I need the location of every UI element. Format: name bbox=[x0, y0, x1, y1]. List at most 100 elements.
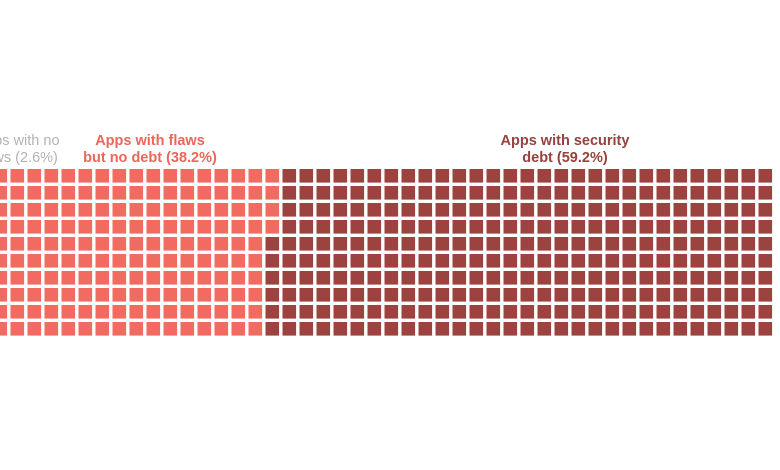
waffle-cell-series-2 bbox=[554, 271, 569, 285]
waffle-cell-series-2 bbox=[520, 169, 535, 183]
waffle-cell-series-2 bbox=[673, 322, 688, 336]
waffle-cell-series-2 bbox=[418, 271, 433, 285]
waffle-cell-series-2 bbox=[418, 203, 433, 217]
waffle-cell-series-2 bbox=[367, 203, 382, 217]
waffle-cell-series-1 bbox=[112, 186, 127, 200]
waffle-cell-series-2 bbox=[758, 186, 773, 200]
waffle-cell-series-2 bbox=[282, 169, 297, 183]
waffle-cell-series-2 bbox=[656, 237, 671, 251]
waffle-cell-series-2 bbox=[758, 237, 773, 251]
waffle-cell-series-2 bbox=[571, 169, 586, 183]
waffle-cell-series-2 bbox=[299, 288, 314, 302]
label-apps-no-flaws-line2: flaws (2.6%) bbox=[0, 150, 58, 166]
waffle-cell-series-2 bbox=[350, 288, 365, 302]
waffle-cell-series-2 bbox=[265, 305, 280, 319]
waffle-cell-series-1 bbox=[163, 288, 178, 302]
waffle-cell-series-2 bbox=[316, 305, 331, 319]
waffle-cell-series-2 bbox=[588, 305, 603, 319]
waffle-cell-series-2 bbox=[707, 254, 722, 268]
waffle-cell-series-1 bbox=[265, 169, 280, 183]
waffle-cell-series-2 bbox=[452, 220, 467, 234]
waffle-cell-series-2 bbox=[554, 254, 569, 268]
waffle-cell-series-1 bbox=[146, 220, 161, 234]
waffle-cell-series-2 bbox=[316, 220, 331, 234]
waffle-cell-series-1 bbox=[197, 254, 212, 268]
waffle-cell-series-2 bbox=[588, 288, 603, 302]
waffle-cell-series-2 bbox=[724, 305, 739, 319]
waffle-cell-series-1 bbox=[112, 220, 127, 234]
waffle-cell-series-1 bbox=[248, 186, 263, 200]
waffle-cell-series-2 bbox=[724, 203, 739, 217]
waffle-cell-series-1 bbox=[112, 203, 127, 217]
waffle-cell-series-2 bbox=[282, 271, 297, 285]
waffle-cell-series-1 bbox=[112, 254, 127, 268]
waffle-cell-series-1 bbox=[231, 169, 246, 183]
waffle-cell-series-2 bbox=[758, 169, 773, 183]
waffle-cell-series-1 bbox=[214, 220, 229, 234]
waffle-cell-series-1 bbox=[163, 203, 178, 217]
waffle-cell-series-2 bbox=[707, 220, 722, 234]
waffle-cell-series-1 bbox=[112, 322, 127, 336]
waffle-cell-series-1 bbox=[248, 271, 263, 285]
waffle-cell-series-2 bbox=[435, 305, 450, 319]
waffle-cell-series-2 bbox=[333, 254, 348, 268]
waffle-cell-series-2 bbox=[299, 203, 314, 217]
waffle-cell-series-2 bbox=[520, 305, 535, 319]
waffle-cell-series-1 bbox=[214, 203, 229, 217]
waffle-cell-series-1 bbox=[163, 305, 178, 319]
waffle-cell-series-2 bbox=[537, 220, 552, 234]
waffle-cell-series-2 bbox=[588, 203, 603, 217]
waffle-cell-series-1 bbox=[163, 254, 178, 268]
waffle-cell-series-2 bbox=[707, 288, 722, 302]
waffle-cell-series-1 bbox=[44, 169, 59, 183]
waffle-cell-series-2 bbox=[622, 169, 637, 183]
waffle-cell-series-2 bbox=[520, 237, 535, 251]
waffle-cell-series-2 bbox=[707, 322, 722, 336]
waffle-cell-series-2 bbox=[537, 186, 552, 200]
waffle-cell-series-2 bbox=[316, 186, 331, 200]
waffle-cell-series-2 bbox=[758, 254, 773, 268]
waffle-cell-series-1 bbox=[129, 271, 144, 285]
waffle-cell-series-1 bbox=[27, 203, 42, 217]
waffle-cell-series-2 bbox=[486, 254, 501, 268]
waffle-cell-series-2 bbox=[435, 288, 450, 302]
label-apps-flaws-no-debt-line1: Apps with flaws bbox=[95, 133, 205, 149]
waffle-cell-series-2 bbox=[367, 169, 382, 183]
waffle-cell-series-2 bbox=[520, 203, 535, 217]
waffle-cell-series-2 bbox=[656, 254, 671, 268]
waffle-cell-series-2 bbox=[401, 288, 416, 302]
waffle-cell-series-2 bbox=[469, 322, 484, 336]
waffle-cell-series-2 bbox=[673, 271, 688, 285]
waffle-cell-series-2 bbox=[282, 186, 297, 200]
waffle-cell-series-2 bbox=[503, 220, 518, 234]
waffle-cell-series-2 bbox=[741, 288, 756, 302]
waffle-cell-series-2 bbox=[401, 271, 416, 285]
waffle-cell-series-1 bbox=[146, 254, 161, 268]
waffle-cell-series-2 bbox=[656, 305, 671, 319]
waffle-cell-series-1 bbox=[163, 186, 178, 200]
waffle-cell-series-2 bbox=[452, 237, 467, 251]
waffle-cell-series-2 bbox=[452, 288, 467, 302]
waffle-cell-series-2 bbox=[588, 186, 603, 200]
waffle-cell-series-2 bbox=[282, 305, 297, 319]
waffle-cell-series-2 bbox=[418, 169, 433, 183]
waffle-cell-series-1 bbox=[146, 305, 161, 319]
waffle-cell-series-2 bbox=[299, 254, 314, 268]
waffle-cell-series-2 bbox=[418, 237, 433, 251]
waffle-cell-series-2 bbox=[299, 271, 314, 285]
waffle-cell-series-2 bbox=[401, 322, 416, 336]
waffle-cell-series-2 bbox=[724, 322, 739, 336]
waffle-cell-series-1 bbox=[146, 169, 161, 183]
waffle-cell-series-2 bbox=[639, 322, 654, 336]
waffle-cell-series-1 bbox=[129, 288, 144, 302]
waffle-cell-series-2 bbox=[707, 203, 722, 217]
waffle-cell-series-1 bbox=[214, 322, 229, 336]
waffle-cell-series-1 bbox=[129, 237, 144, 251]
waffle-cell-series-1 bbox=[112, 288, 127, 302]
waffle-cell-series-1 bbox=[180, 220, 195, 234]
waffle-cell-series-2 bbox=[486, 288, 501, 302]
waffle-cell-series-2 bbox=[554, 322, 569, 336]
waffle-cell-series-1 bbox=[112, 169, 127, 183]
waffle-cell-series-1 bbox=[197, 203, 212, 217]
waffle-cell-series-1 bbox=[10, 305, 25, 319]
